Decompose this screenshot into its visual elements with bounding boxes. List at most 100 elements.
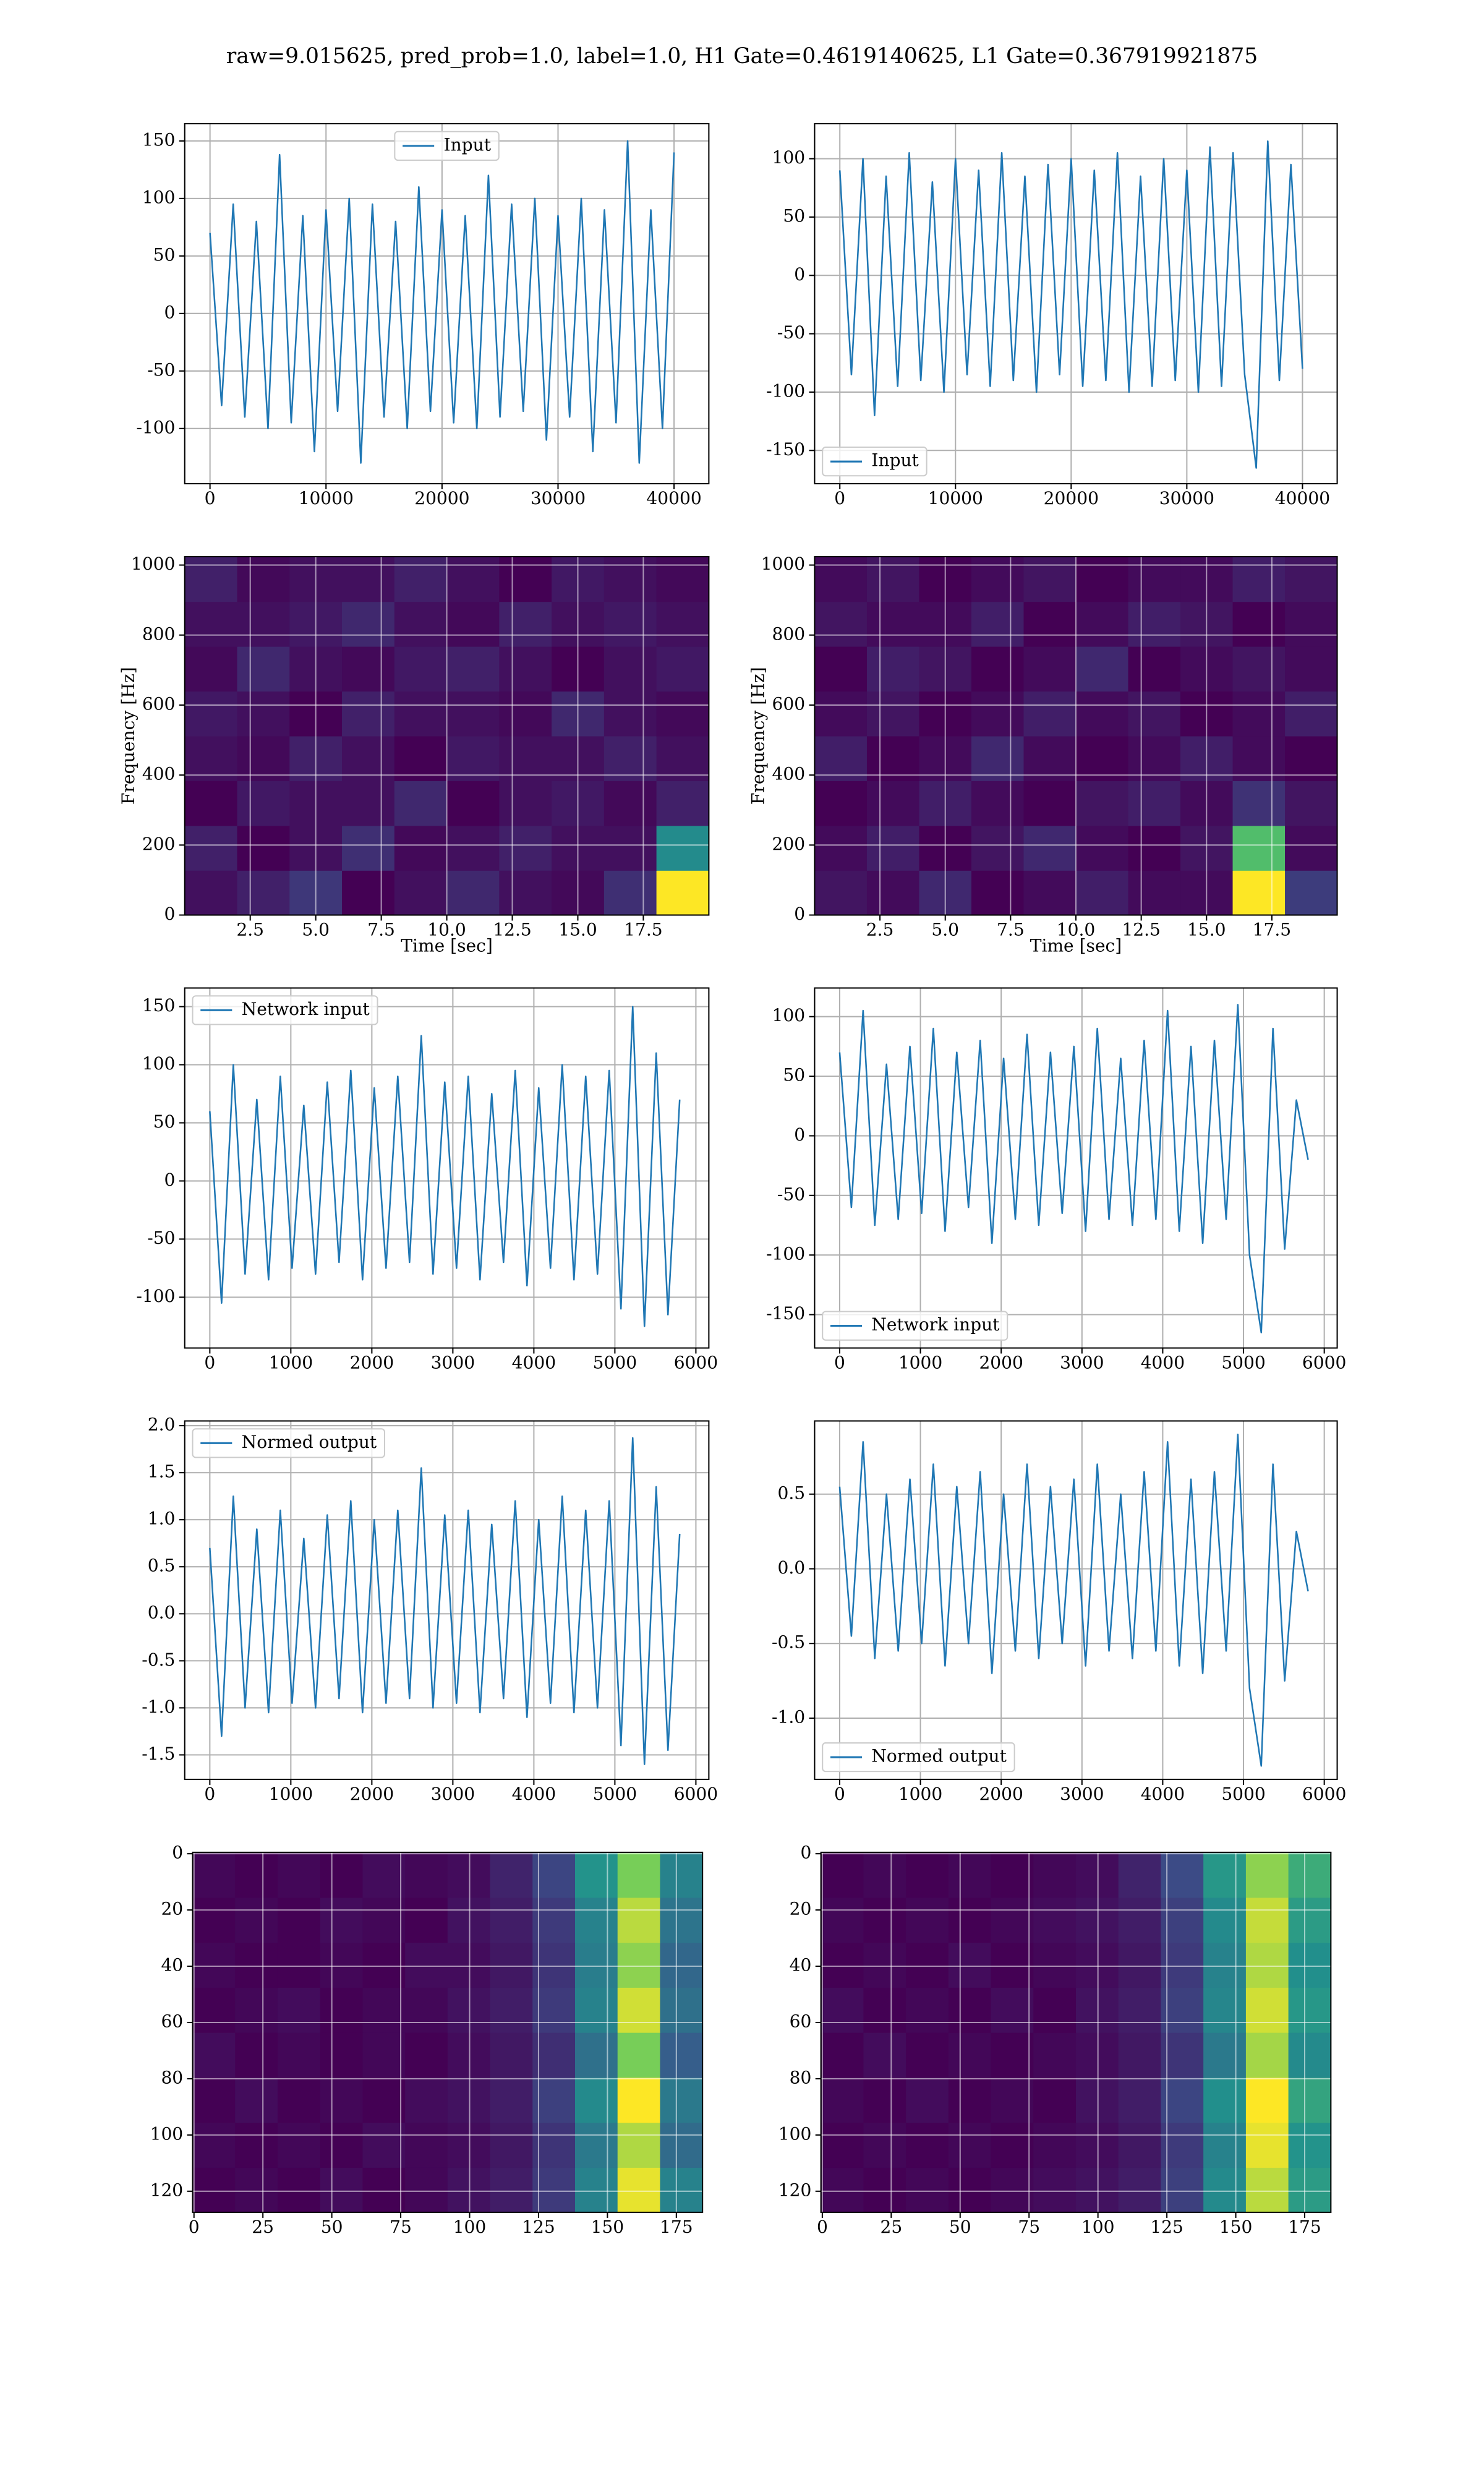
heatmap-cell	[656, 825, 709, 871]
y-tick-label: 0	[172, 1843, 183, 1863]
heatmap-cell	[320, 2077, 364, 2123]
y-tick-label: 200	[772, 834, 806, 854]
heatmap-cell	[617, 1897, 661, 1943]
heatmap-cell	[1288, 2077, 1331, 2123]
heatmap-cell	[1285, 557, 1337, 602]
heatmap-cell	[237, 557, 291, 602]
heatmap-cell	[660, 1942, 703, 1988]
heatmap-cell	[277, 2122, 321, 2168]
heatmap-cell	[1161, 2167, 1204, 2212]
heatmap-cell	[603, 825, 657, 871]
heatmap-cell	[192, 2032, 236, 2078]
heatmap-cell	[499, 691, 552, 737]
heatmap-cell	[821, 1987, 864, 2033]
heatmap-cell	[1161, 1852, 1204, 1898]
heatmap-cell	[342, 691, 395, 737]
heatmap-cell	[1245, 2167, 1289, 2212]
heatmap-cell	[575, 2077, 618, 2123]
x-tick-label: 0	[204, 1784, 215, 1804]
heatmap-cell	[575, 1987, 618, 2033]
heatmap-cell	[1232, 601, 1286, 647]
x-tick-label: 2000	[350, 1784, 394, 1804]
heatmap-cell	[446, 735, 500, 781]
heatmap-cell	[499, 781, 552, 826]
heatmap-cell	[821, 2032, 864, 2078]
x-tick-label: 50	[321, 2217, 343, 2237]
x-tick-label: 7.5	[997, 920, 1025, 940]
heatmap-cell	[237, 735, 291, 781]
y-tick-label: 50	[153, 1111, 176, 1132]
heatmap-cell	[1033, 2122, 1077, 2168]
x-tick-label: 2000	[979, 1784, 1023, 1804]
heatmap-cell	[320, 1897, 364, 1943]
heatmap-cell	[405, 2032, 448, 2078]
heatmap-cell	[971, 781, 1025, 826]
heatmap-cell	[237, 825, 291, 871]
heatmap-cell	[660, 1852, 703, 1898]
x-tick-label: 125	[522, 2217, 555, 2237]
heatmap-cell	[906, 1942, 949, 1988]
axes-frame	[184, 987, 710, 1349]
axes-frame	[820, 1851, 1332, 2213]
heatmap-cell	[906, 2032, 949, 2078]
axes-frame	[814, 1420, 1338, 1780]
x-tick-label: 2000	[979, 1353, 1023, 1373]
heatmap-cell	[660, 2122, 703, 2168]
legend-box	[822, 447, 927, 477]
heatmap-cell	[499, 557, 552, 602]
heatmap-cell	[603, 870, 657, 915]
heatmap-cell	[821, 2122, 864, 2168]
heatmap-cell	[1285, 825, 1337, 871]
y-tick-label: 0	[794, 1124, 805, 1145]
y-tick-label: -50	[147, 1228, 175, 1248]
heatmap-cell	[1023, 870, 1077, 915]
x-tick-label: 0	[834, 488, 845, 508]
heatmap-cell	[1076, 781, 1129, 826]
heatmap-cell	[490, 1987, 534, 2033]
y-tick-label: 100	[150, 2123, 184, 2144]
heatmap-cell	[1161, 1897, 1204, 1943]
y-tick-label: 400	[772, 764, 806, 784]
heatmap-cell	[821, 1852, 864, 1898]
heatmap-cell	[1161, 1942, 1204, 1988]
heatmap-cell	[184, 601, 238, 647]
heatmap-cell	[446, 691, 500, 737]
heatmap-cell	[1128, 781, 1181, 826]
heatmap-cell	[1023, 781, 1077, 826]
heatmap-cell	[1232, 691, 1286, 737]
heatmap-cell	[1245, 1942, 1289, 1988]
heatmap-cell	[656, 557, 709, 602]
heatmap-cell	[617, 1942, 661, 1988]
legend-label: Network input	[242, 999, 370, 1019]
heatmap-cell	[1128, 735, 1181, 781]
heatmap-cell	[814, 646, 868, 692]
y-tick-label: 800	[142, 623, 176, 644]
heatmap-cell	[863, 2122, 906, 2168]
heatmap-cell	[906, 2167, 949, 2212]
heatmap-cell	[1128, 691, 1181, 737]
heatmap-cell	[394, 557, 448, 602]
legend-label: Normed output	[242, 1432, 377, 1452]
x-tick-label: 17.5	[1253, 920, 1291, 940]
y-tick-label: 80	[790, 2067, 812, 2087]
legend-box	[822, 1311, 1009, 1341]
heatmap-cell	[617, 2122, 661, 2168]
heatmap-cell	[1285, 870, 1337, 915]
y-tick-label: -100	[136, 1286, 175, 1306]
heatmap-cell	[362, 2122, 406, 2168]
heatmap-cell	[575, 1942, 618, 1988]
heatmap-cell	[394, 735, 448, 781]
heatmap-cell	[499, 735, 552, 781]
y-tick-label: -150	[766, 1303, 805, 1324]
heatmap-cell	[1245, 2122, 1289, 2168]
heatmap-cell	[184, 870, 238, 915]
y-tick-label: 120	[778, 2180, 812, 2200]
x-tick-label: 5000	[1221, 1784, 1265, 1804]
heatmap-cell	[320, 2167, 364, 2212]
heatmap-cell	[971, 735, 1025, 781]
legend-label: Network input	[871, 1314, 1000, 1335]
heatmap-cell	[1203, 1897, 1247, 1943]
heatmap-cell	[237, 870, 291, 915]
heatmap-cell	[866, 691, 920, 737]
y-tick-label: -50	[777, 322, 805, 343]
